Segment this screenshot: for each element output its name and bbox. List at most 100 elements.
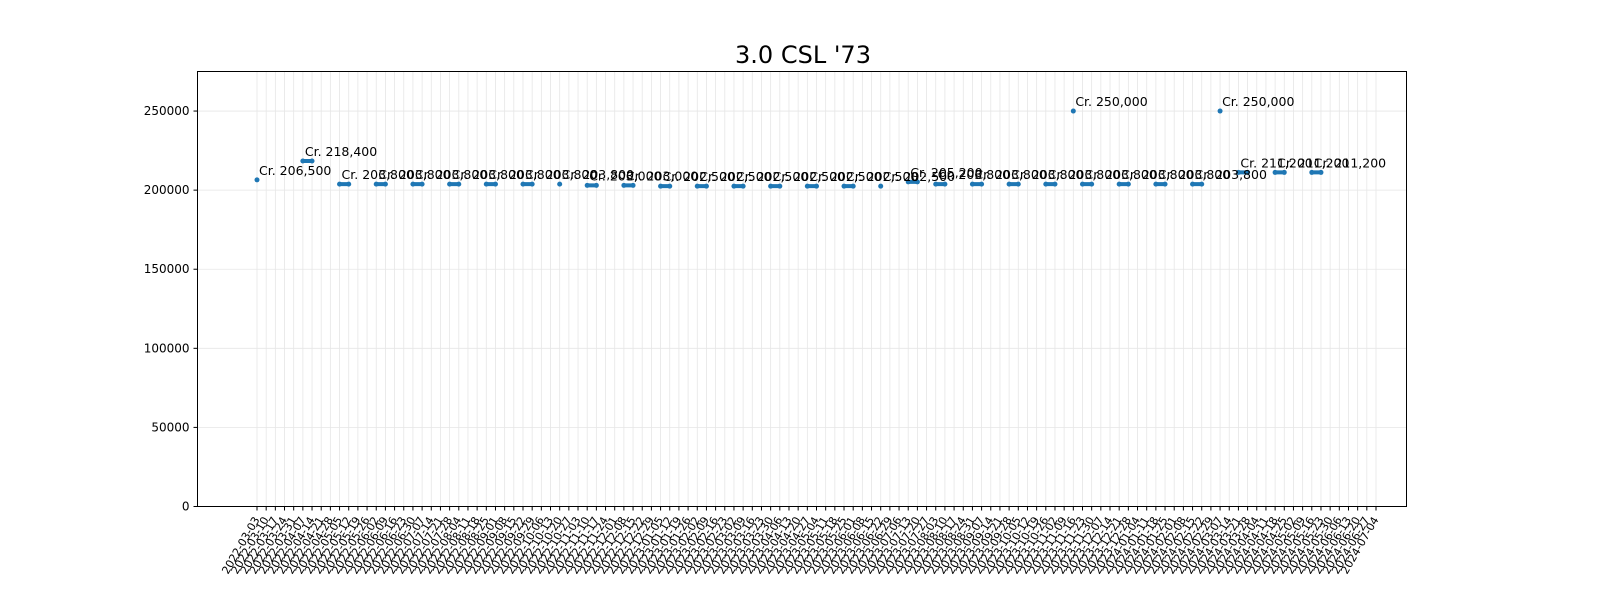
data-point bbox=[969, 181, 975, 187]
data-point bbox=[814, 183, 819, 189]
data-point bbox=[309, 158, 315, 164]
data-point bbox=[914, 179, 920, 185]
data-point bbox=[1318, 169, 1324, 175]
data-label: Cr. 202,500 bbox=[809, 169, 881, 184]
data-point bbox=[520, 181, 526, 187]
data-point bbox=[337, 181, 343, 187]
data-point bbox=[492, 181, 498, 187]
y-axis: 0 50000 100000 150000 200000 250000 bbox=[144, 104, 198, 514]
data-point bbox=[1272, 169, 1278, 175]
data-label: Cr. 203,800 bbox=[525, 167, 597, 182]
data-point bbox=[1043, 181, 1049, 187]
data-label: Cr. 203,800 bbox=[1048, 167, 1120, 182]
plot-frame bbox=[197, 71, 1407, 507]
data-point bbox=[878, 183, 884, 189]
data-label: Cr. 250,000 bbox=[1075, 94, 1147, 109]
data-point bbox=[1217, 108, 1223, 114]
data-point bbox=[346, 181, 352, 187]
data-label: Cr. 203,800 bbox=[1158, 167, 1230, 182]
data-point bbox=[731, 183, 737, 189]
data-point bbox=[1015, 181, 1021, 187]
data-point bbox=[1052, 181, 1058, 187]
data-point bbox=[254, 177, 260, 183]
y-tick-label: 50000 bbox=[151, 420, 189, 434]
data-point bbox=[1079, 181, 1085, 187]
data-label: Cr. 203,800 bbox=[562, 167, 634, 182]
data-point bbox=[694, 183, 700, 189]
data-point bbox=[777, 183, 783, 189]
data-point bbox=[1153, 181, 1159, 187]
data-point bbox=[621, 182, 627, 188]
data-label: Cr. 203,800 bbox=[452, 167, 524, 182]
data-point bbox=[584, 182, 590, 188]
data-label: Cr. 205,200 bbox=[910, 165, 982, 180]
data-label: Cr. 203,000 bbox=[589, 168, 661, 183]
chart-title: 3.0 CSL '73 bbox=[735, 41, 871, 69]
data-label: Cr. 203,000 bbox=[626, 168, 698, 183]
data-label: Cr. 211,200 bbox=[1240, 155, 1312, 170]
data-point bbox=[557, 181, 563, 187]
data-label: Cr. 203,800 bbox=[1195, 167, 1267, 182]
data-label: Cr. 203,800 bbox=[974, 167, 1046, 182]
data-label: Cr. 202,500 bbox=[699, 169, 771, 184]
data-label: Cr. 203,800 bbox=[378, 167, 450, 182]
data-label: Cr. 211,200 bbox=[1277, 155, 1349, 170]
data-point bbox=[529, 181, 535, 187]
data-point bbox=[1235, 169, 1241, 175]
y-tick-label: 100000 bbox=[144, 341, 190, 355]
data-label: Cr. 202,500 bbox=[773, 169, 845, 184]
data-point bbox=[740, 183, 746, 189]
data-point bbox=[456, 181, 462, 187]
data-label: Cr. 203,800 bbox=[1011, 167, 1083, 182]
data-point bbox=[658, 183, 664, 189]
data-point bbox=[1281, 169, 1287, 175]
data-label: Cr. 206,500 bbox=[259, 163, 331, 178]
data-point bbox=[905, 179, 911, 185]
data-point bbox=[419, 181, 425, 187]
data-point bbox=[382, 181, 388, 187]
data-point bbox=[593, 182, 599, 188]
data-point bbox=[1245, 169, 1251, 175]
grid-lines bbox=[197, 71, 1407, 507]
data-point bbox=[1125, 181, 1131, 187]
data-label: Cr. 203,800 bbox=[1121, 167, 1193, 182]
data-label: Cr. 202,500 bbox=[663, 169, 735, 184]
series-price bbox=[254, 108, 1324, 189]
data-point bbox=[410, 181, 416, 187]
y-tick-label: 150000 bbox=[144, 262, 190, 276]
data-label: Cr. 250,000 bbox=[1222, 94, 1294, 109]
data-point bbox=[373, 181, 379, 187]
data-point bbox=[1070, 108, 1076, 114]
data-point bbox=[1190, 181, 1196, 187]
data-label: Cr. 202,500 bbox=[846, 169, 918, 184]
data-point bbox=[979, 181, 985, 187]
data-point bbox=[850, 183, 856, 189]
data-label: Cr. 203,800 bbox=[415, 167, 487, 182]
data-point bbox=[703, 183, 709, 189]
x-axis: 2022-03-032022-03-102022-03-172022-03-24… bbox=[219, 506, 1382, 576]
data-point bbox=[667, 183, 673, 189]
data-label: Cr. 203,800 bbox=[488, 167, 560, 182]
data-point bbox=[942, 181, 948, 187]
data-label: Cr. 202,500 bbox=[736, 169, 808, 184]
data-point bbox=[300, 158, 306, 164]
data-label: Cr. 203,800 bbox=[342, 167, 414, 182]
data-point bbox=[1116, 181, 1122, 187]
data-point bbox=[768, 183, 774, 189]
data-point bbox=[1006, 181, 1012, 187]
data-point bbox=[1089, 181, 1095, 187]
data-point bbox=[447, 181, 453, 187]
data-point bbox=[841, 183, 847, 189]
data-point bbox=[483, 181, 489, 187]
y-tick-label: 0 bbox=[182, 500, 190, 514]
data-point bbox=[933, 181, 939, 187]
data-label: Cr. 218,400 bbox=[305, 144, 377, 159]
data-label: Cr. 202,500 bbox=[883, 169, 955, 184]
y-tick-label: 200000 bbox=[144, 183, 190, 197]
data-point bbox=[630, 182, 636, 188]
y-tick-label: 250000 bbox=[144, 104, 190, 118]
data-point bbox=[1309, 169, 1315, 175]
